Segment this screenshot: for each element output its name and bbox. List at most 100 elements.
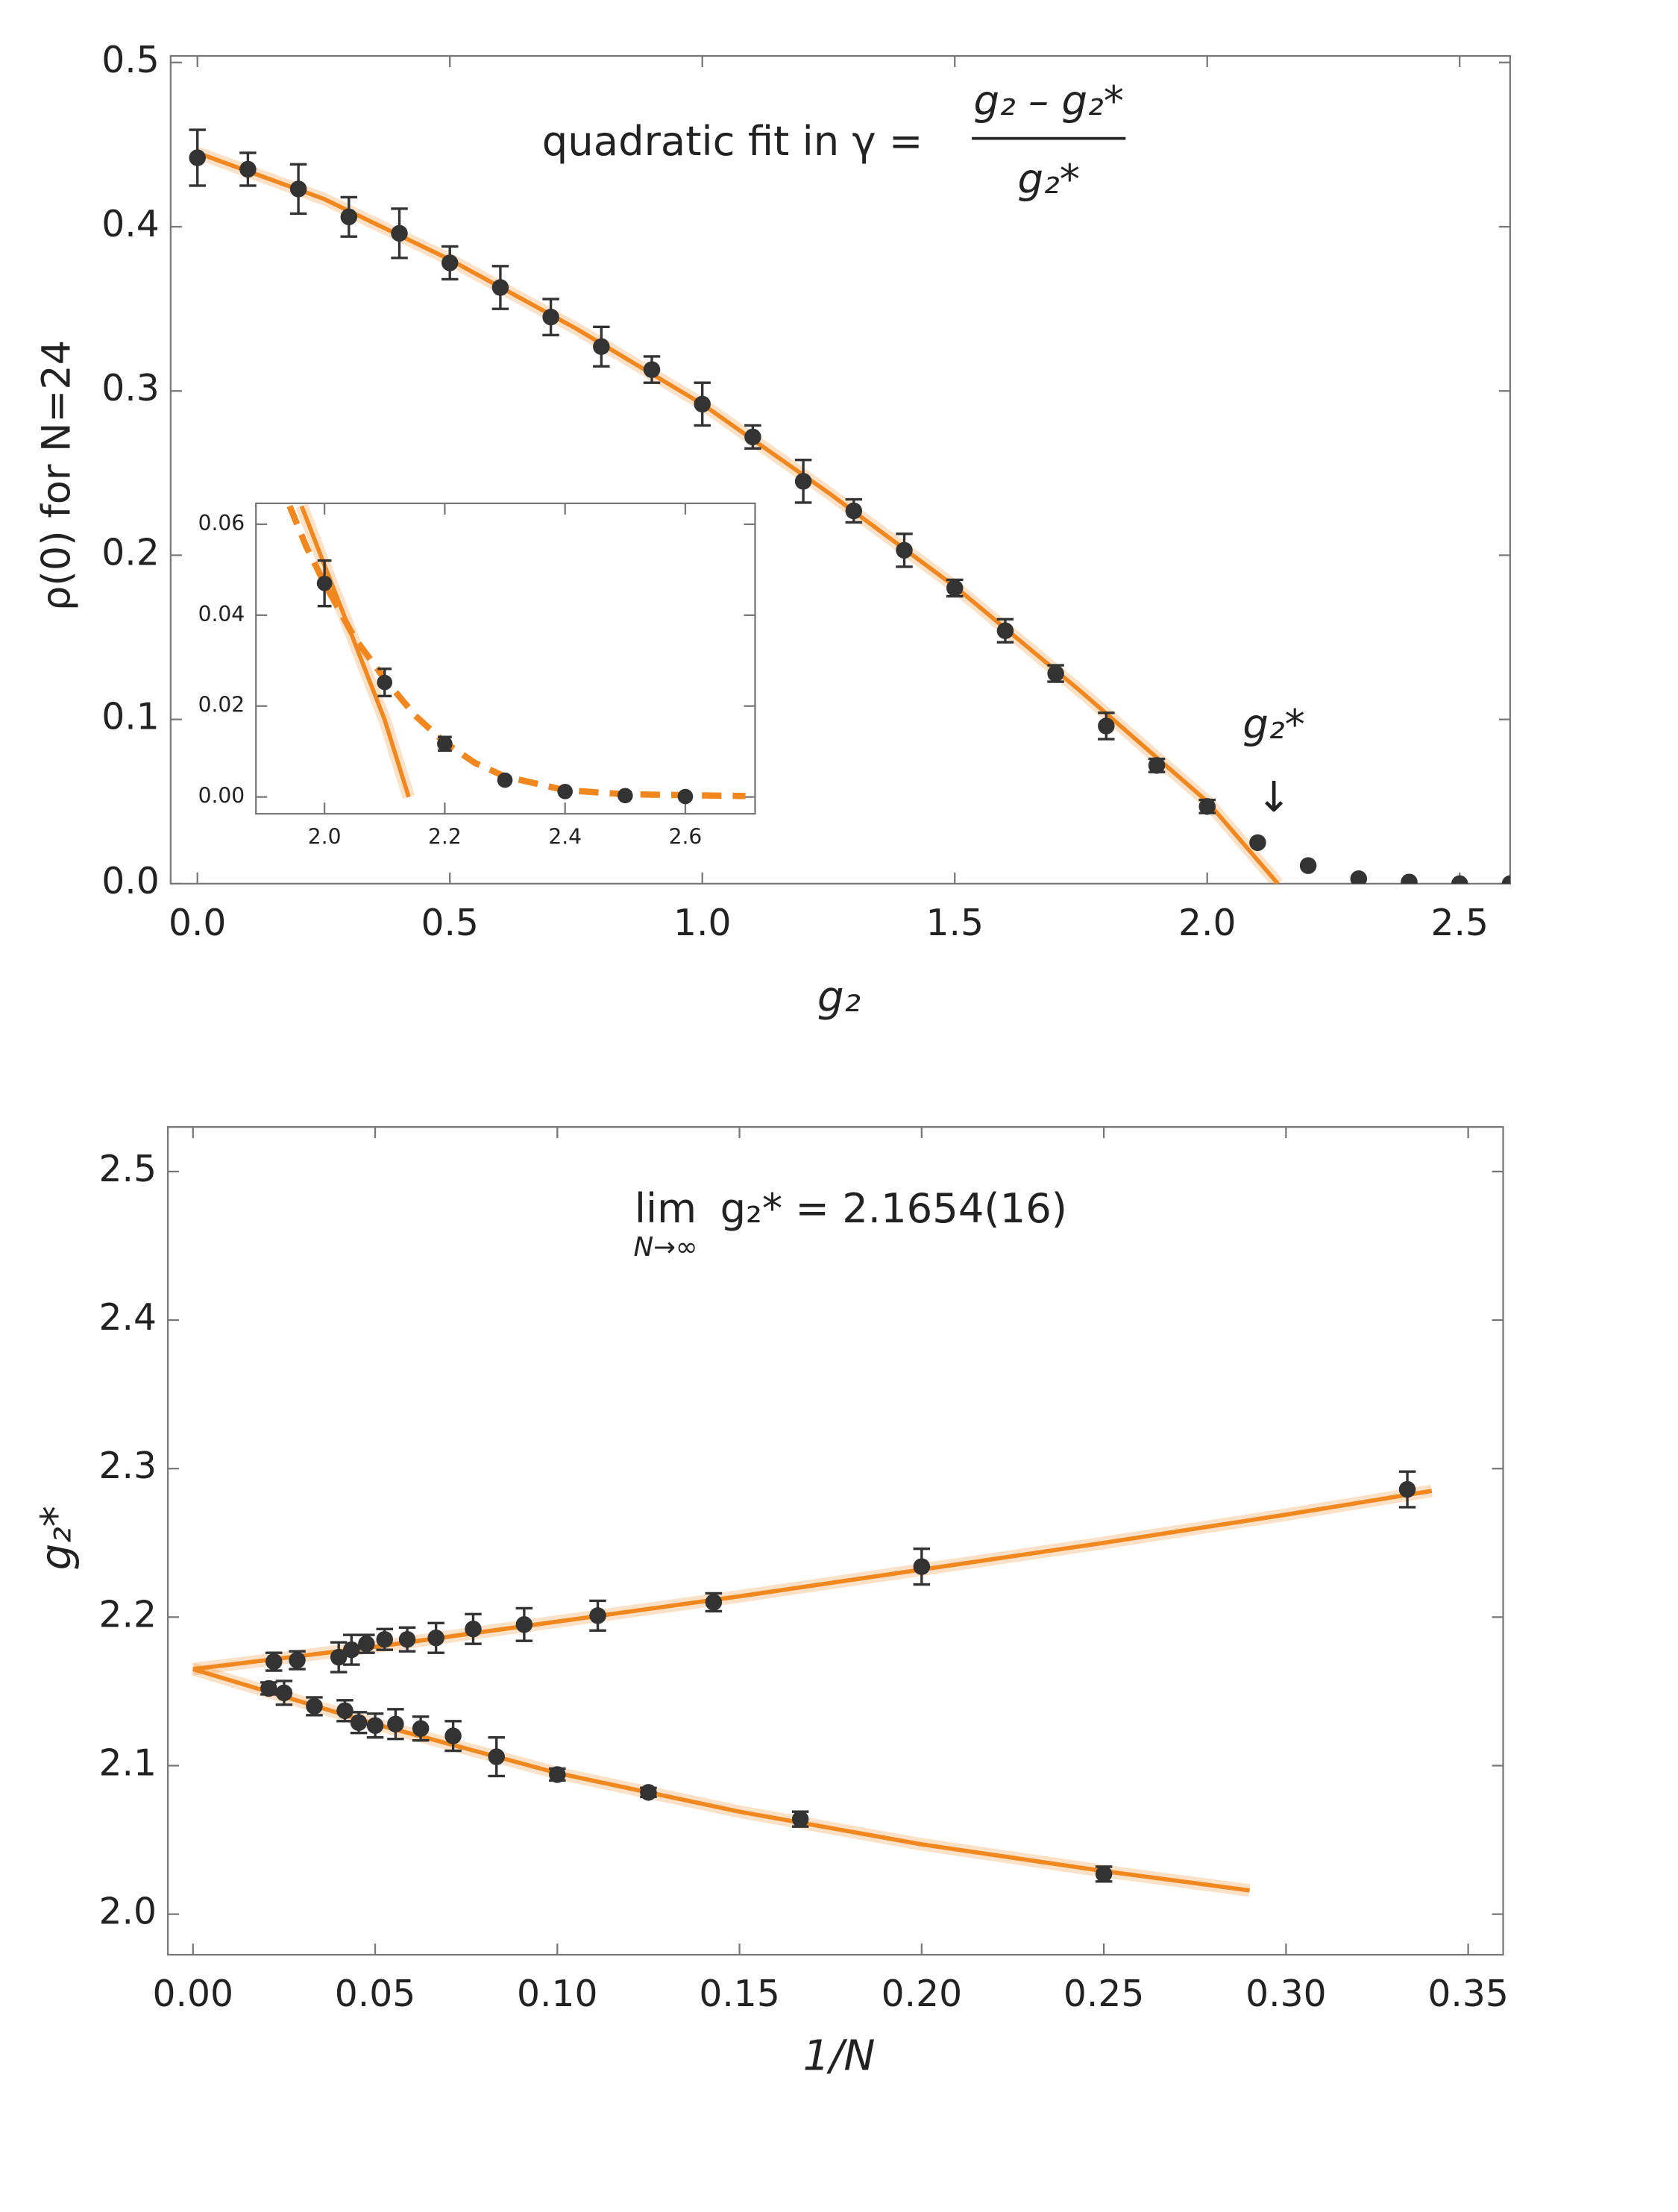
data-point xyxy=(441,254,459,271)
data xyxy=(191,1470,1433,1897)
data-point xyxy=(744,428,761,446)
data-point xyxy=(618,788,633,804)
marker-label: g₂* xyxy=(1242,701,1304,748)
data-point xyxy=(366,1717,384,1734)
data-point xyxy=(1401,873,1418,884)
annotation: lim xyxy=(635,1185,697,1232)
data-point xyxy=(794,473,812,490)
annotation: g₂* = 2.1654(16) xyxy=(720,1185,1067,1232)
y-tick-label: 2.4 xyxy=(99,1297,157,1339)
data-point xyxy=(289,1651,306,1669)
fit-line xyxy=(196,151,1280,884)
marker-arrow: ↓ xyxy=(1257,773,1292,822)
data-point xyxy=(391,224,408,242)
x-tick-label: 2.6 xyxy=(669,824,703,849)
annotation: quadratic fit in γ = xyxy=(542,118,923,165)
x-axis-label: 1/N xyxy=(803,2032,876,2080)
data-point xyxy=(350,1714,368,1731)
y-tick-label: 2.1 xyxy=(99,1743,157,1785)
data-point xyxy=(643,361,661,378)
y-tick-label: 0.4 xyxy=(101,204,160,245)
data-point xyxy=(265,1653,283,1671)
fit-line xyxy=(299,505,411,798)
data-point xyxy=(791,1810,809,1828)
data-point xyxy=(1148,757,1166,774)
data-point xyxy=(549,1766,566,1783)
x-tick-label: 0.20 xyxy=(882,1973,963,2015)
x-tick-label: 2.5 xyxy=(1430,902,1489,944)
y-tick-label: 0.1 xyxy=(101,697,160,738)
x-tick-label: 0.00 xyxy=(153,1973,234,2015)
y-tick-label: 2.0 xyxy=(99,1891,157,1933)
plot: 2.0 2.2 2.4 2.6 0.00 0.02 0.04 0.06 xyxy=(198,502,756,849)
data-point xyxy=(239,160,257,178)
y-tick-label: 0.3 xyxy=(101,368,160,409)
y-tick-label: 0.00 xyxy=(198,784,245,808)
data-point xyxy=(444,1727,462,1744)
data-point xyxy=(377,674,393,691)
x-tick-label: 2.0 xyxy=(308,824,342,849)
x-tick-label: 2.4 xyxy=(548,824,582,849)
data-point xyxy=(316,575,333,591)
data-point xyxy=(497,772,513,788)
data-point xyxy=(343,1641,360,1659)
y-tick-label: 2.3 xyxy=(99,1445,157,1487)
data xyxy=(286,503,746,805)
data-point xyxy=(589,1607,606,1624)
y-tick-label: 2.2 xyxy=(99,1594,157,1636)
data-point xyxy=(593,338,610,356)
y-axis-label: g₂* xyxy=(32,1506,81,1570)
data-point xyxy=(677,788,694,805)
data-point xyxy=(427,1629,444,1647)
data-point xyxy=(542,308,559,326)
x-tick-label: 1.5 xyxy=(926,902,984,944)
data-point xyxy=(1501,875,1510,884)
data-point xyxy=(189,149,206,166)
data-point xyxy=(330,1648,348,1666)
plots: 0.0 0.5 1.0 1.5 2.0 2.50.00.10.20.30.40.52.0 2… xyxy=(99,40,1512,2015)
y-tick-label: 0.5 xyxy=(101,40,160,81)
data-point xyxy=(1398,1480,1416,1498)
data-point xyxy=(845,502,863,520)
data-point xyxy=(557,783,573,799)
data-point xyxy=(1095,1865,1113,1883)
x-axis-label: g₂ xyxy=(817,973,861,1022)
x-tick-label: 0.30 xyxy=(1245,1973,1327,2015)
data-point xyxy=(336,1702,353,1720)
data-point xyxy=(640,1784,657,1801)
x-tick-label: 0.05 xyxy=(335,1973,416,2015)
plot-area xyxy=(166,1125,1504,1956)
data-point xyxy=(694,395,711,413)
x-tick-label: 2.0 xyxy=(1178,902,1236,944)
data-point xyxy=(387,1715,404,1732)
data-point xyxy=(946,579,964,597)
data-point xyxy=(1299,857,1317,874)
data-point xyxy=(515,1616,533,1633)
data-point xyxy=(491,279,509,296)
data-point xyxy=(996,622,1014,640)
annotation: g₂ – g₂* xyxy=(973,78,1124,125)
data-point xyxy=(1198,798,1216,815)
y-tick-label: 2.5 xyxy=(99,1149,157,1190)
y-axis-label: ρ(0) for N=24 xyxy=(34,340,79,611)
data-point xyxy=(358,1635,375,1653)
data-point xyxy=(896,541,913,559)
x-tick-label: 0.0 xyxy=(169,902,227,944)
y-tick-label: 0.04 xyxy=(198,602,245,626)
y-tick-label: 0.02 xyxy=(198,693,245,717)
x-tick-label: 0.25 xyxy=(1063,1973,1145,2015)
y-tick-label: 0.0 xyxy=(101,861,160,902)
data-point xyxy=(340,208,358,226)
plot-area xyxy=(255,502,756,815)
data-point xyxy=(289,180,307,198)
data-point xyxy=(1047,664,1064,682)
plot: 0.00 0.05 0.10 0.15 0.20 0.25 0.30 0.35 2.0 2.1 2.… xyxy=(99,1125,1509,2015)
data-point xyxy=(376,1630,394,1648)
data-point xyxy=(913,1558,931,1575)
x-tick-label: 2.2 xyxy=(428,824,462,849)
data-point xyxy=(275,1684,293,1702)
data-point xyxy=(306,1697,323,1715)
data-point xyxy=(260,1680,277,1697)
x-tick-label: 0.35 xyxy=(1427,1973,1509,2015)
